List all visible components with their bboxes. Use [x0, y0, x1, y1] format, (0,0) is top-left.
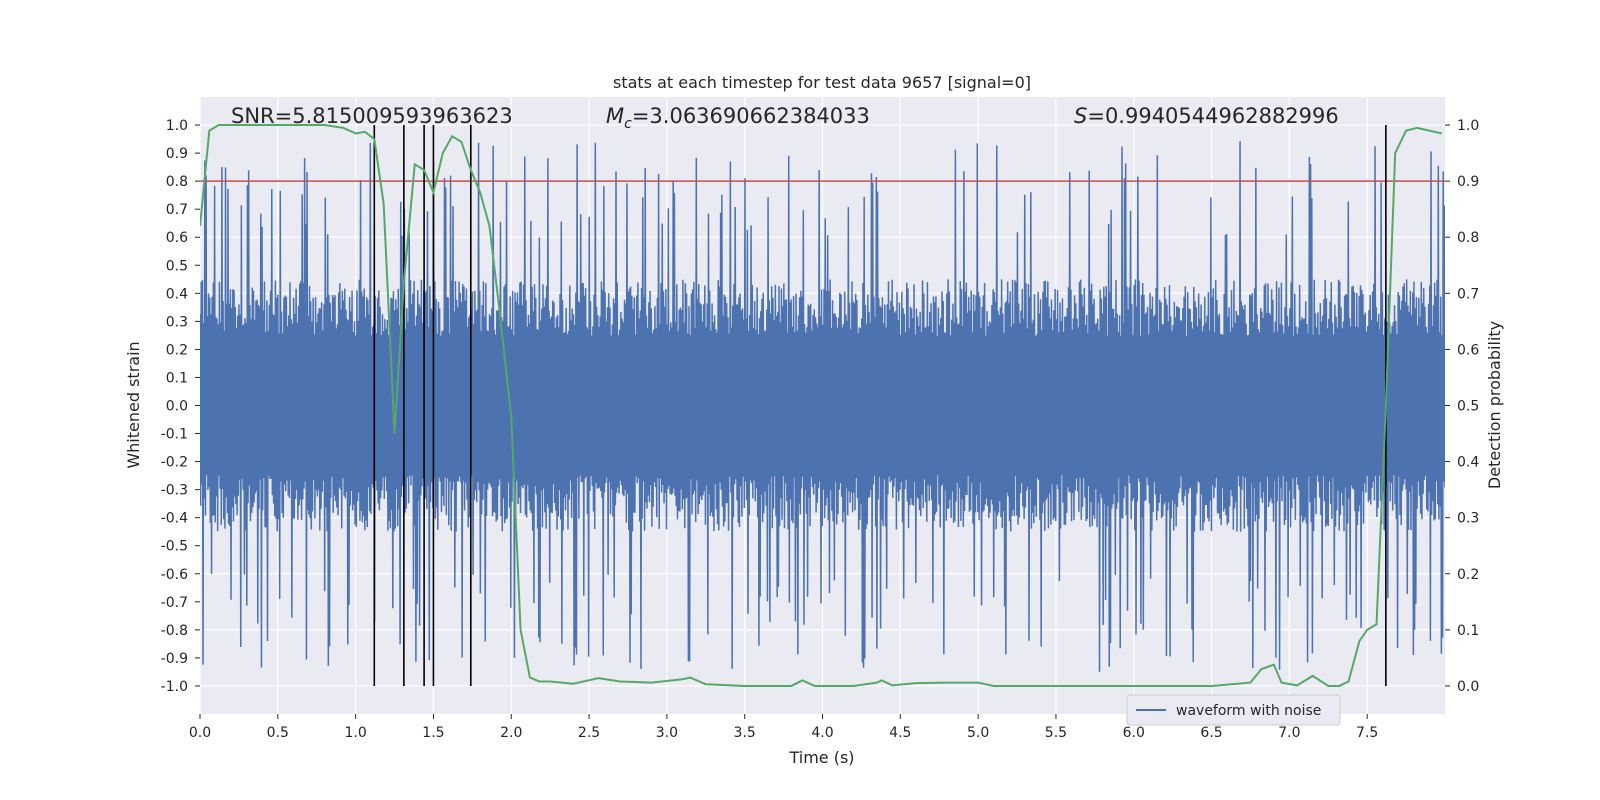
x-axis-label: Time (s)	[788, 748, 854, 767]
x-tick-label-5: 2.5	[578, 725, 600, 741]
x-tick-label-3: 1.5	[422, 725, 444, 741]
y-tick-label-left-10: 0.0	[166, 399, 188, 415]
y-tick-label-left-2: -0.8	[161, 623, 188, 639]
x-tick-label-9: 4.5	[889, 725, 911, 741]
s-annotation: S=0.9940544962882996	[1074, 104, 1339, 128]
y-tick-label-right-3: 0.3	[1457, 511, 1479, 527]
x-tick-label-2: 1.0	[344, 725, 366, 741]
y-tick-label-left-19: 0.9	[166, 146, 188, 162]
y-tick-label-left-13: 0.3	[166, 314, 188, 330]
ticks: 0.0 0.5 1.0 1.5 2.0 2.5 3.0 3.5 4.0 4.5 5.0 5.5 6.0 6…	[161, 118, 1480, 741]
x-tick-label-15: 7.5	[1356, 725, 1378, 741]
y-axis-label-left: Whitened strain	[124, 341, 143, 468]
y-tick-label-left-11: 0.1	[166, 370, 188, 386]
y-tick-label-right-1: 0.1	[1457, 623, 1479, 639]
y-tick-label-right-0: 0.0	[1457, 679, 1479, 695]
y-tick-label-right-4: 0.4	[1457, 455, 1479, 471]
waveform-line	[200, 141, 1445, 672]
y-tick-label-right-8: 0.8	[1457, 230, 1479, 246]
y-tick-label-left-3: -0.7	[161, 595, 188, 611]
y-tick-label-left-8: -0.2	[161, 455, 188, 471]
mc-subscript: c	[624, 116, 632, 132]
probability-line	[200, 124, 1443, 687]
y-tick-label-left-12: 0.2	[166, 342, 188, 358]
y-tick-label-left-5: -0.5	[161, 539, 188, 555]
y-tick-label-left-14: 0.4	[166, 286, 188, 302]
waveform-series	[200, 141, 1445, 672]
legend-box	[1126, 694, 1341, 726]
y-tick-label-left-6: -0.4	[161, 511, 188, 527]
s-symbol: S	[1074, 104, 1087, 128]
y-tick-label-right-7: 0.7	[1457, 286, 1479, 302]
x-tick-label-10: 5.0	[967, 725, 989, 741]
y-tick-label-left-9: -0.1	[161, 427, 188, 443]
s-value: =0.9940544962882996	[1087, 104, 1338, 128]
y-tick-label-left-17: 0.7	[166, 202, 188, 218]
x-tick-label-14: 7.0	[1278, 725, 1300, 741]
x-tick-label-7: 3.5	[734, 725, 756, 741]
y-axis-label-right: Detection probability	[1485, 321, 1504, 489]
x-tick-label-6: 3.0	[656, 725, 678, 741]
y-tick-label-left-0: -1.0	[161, 679, 188, 695]
x-tick-label-0: 0.0	[189, 725, 211, 741]
probability-series	[200, 124, 1443, 687]
snr-annotation: SNR=5.815009593963623	[231, 104, 513, 128]
x-tick-label-8: 4.0	[811, 725, 833, 741]
mc-value: =3.063690662384033	[632, 104, 870, 128]
legend: waveform with noise	[1126, 694, 1341, 726]
mc-symbol: M	[606, 104, 624, 128]
y-tick-label-left-18: 0.8	[166, 174, 188, 190]
y-tick-label-left-1: -0.9	[161, 651, 188, 667]
x-tick-label-12: 6.0	[1123, 725, 1145, 741]
y-tick-label-left-16: 0.6	[166, 230, 188, 246]
y-tick-label-left-4: -0.6	[161, 567, 188, 583]
y-tick-label-right-2: 0.2	[1457, 567, 1479, 583]
y-tick-label-left-15: 0.5	[166, 258, 188, 274]
y-tick-label-right-9: 0.9	[1457, 174, 1479, 190]
x-tick-label-4: 2.0	[500, 725, 522, 741]
y-tick-label-right-5: 0.5	[1457, 399, 1479, 415]
y-tick-label-right-10: 1.0	[1457, 118, 1479, 134]
x-tick-label-1: 0.5	[267, 725, 289, 741]
x-tick-label-11: 5.5	[1045, 725, 1067, 741]
y-tick-label-left-20: 1.0	[166, 118, 188, 134]
mc-annotation: Mc=3.063690662384033	[606, 104, 870, 132]
y-tick-label-right-6: 0.6	[1457, 342, 1479, 358]
legend-entry: waveform with noise	[1176, 703, 1321, 719]
x-tick-label-13: 6.5	[1200, 725, 1222, 741]
y-tick-label-left-7: -0.3	[161, 483, 188, 499]
chart-title: stats at each timestep for test data 965…	[613, 73, 1031, 92]
